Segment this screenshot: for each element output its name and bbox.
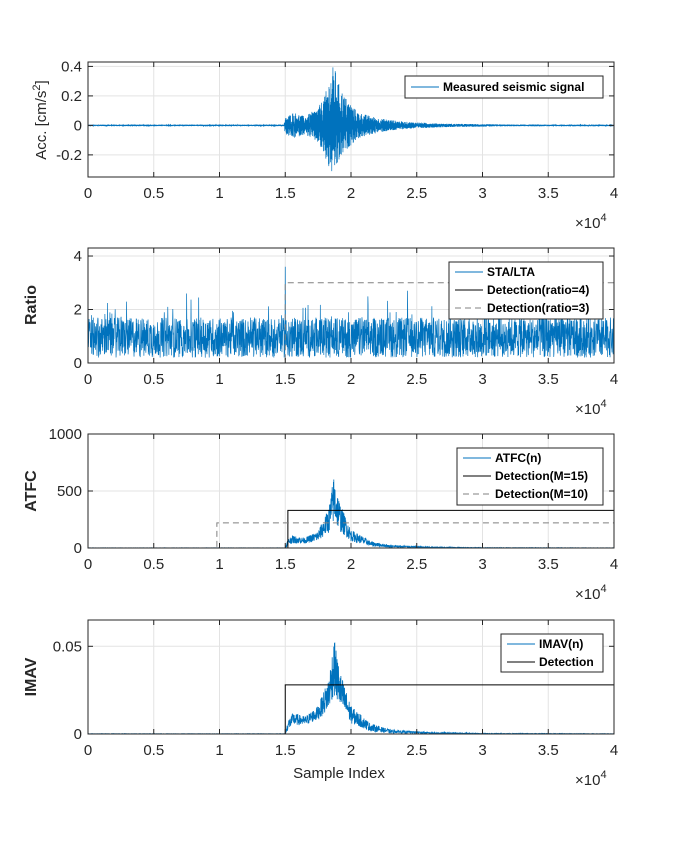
y-tick-label: 0.2 [61, 88, 82, 105]
x-tick-label: 0 [84, 742, 92, 759]
x-tick-label: 3 [478, 185, 486, 202]
x-tick-label: 2.5 [406, 742, 427, 759]
y-tick-label: 1000 [49, 426, 82, 443]
plot-series [88, 67, 614, 172]
legend-label: IMAV(n) [539, 637, 583, 651]
legend: STA/LTA Detection(ratio=4) Detection(ratio… [448, 261, 604, 320]
panel-1: 0 0.5 1 1.5 2 2.5 3 3.5 4 -0.2 0 0.2 0.4 ×104 Acc. [cm… [31, 58, 618, 232]
x-tick-label: 2.5 [406, 371, 427, 388]
x-tick-label: 0 [84, 371, 92, 388]
y-tick-label: 500 [57, 483, 82, 500]
x-tick-label: 2 [347, 185, 355, 202]
legend: IMAV(n) Detection [500, 633, 604, 673]
x-tick-label: 1 [215, 742, 223, 759]
x-axis-multiplier: ×104 [575, 769, 607, 789]
legend-label: Detection(M=15) [495, 469, 588, 483]
x-axis-multiplier: ×104 [575, 398, 607, 418]
x-axis-label: Sample Index [293, 765, 385, 782]
legend-box [404, 75, 604, 99]
x-tick-label: 1.5 [275, 371, 296, 388]
legend-label: Measured seismic signal [443, 80, 584, 94]
legend-label: Detection(M=10) [495, 487, 588, 501]
x-tick-label: 3.5 [538, 742, 559, 759]
x-tick-label: 3 [478, 371, 486, 388]
x-tick-label: 1 [215, 371, 223, 388]
legend-label: Detection [539, 655, 594, 669]
legend-label: Detection(ratio=4) [487, 283, 589, 297]
x-tick-label: 0.5 [143, 742, 164, 759]
x-tick-label: 3 [478, 742, 486, 759]
y-axis-label: Acc. [cm/s2] [31, 80, 50, 159]
y-tick-label: 4 [74, 248, 82, 265]
x-tick-label: 2.5 [406, 185, 427, 202]
x-tick-label: 0.5 [143, 185, 164, 202]
y-tick-label: 0.4 [61, 58, 82, 75]
x-tick-label: 3 [478, 556, 486, 573]
series-line-measured-seismic-signal [88, 67, 614, 172]
y-axis-label: Ratio [23, 285, 40, 325]
x-tick-label: 1 [215, 556, 223, 573]
x-tick-label: 4 [610, 742, 618, 759]
y-tick-label: -0.2 [56, 147, 82, 164]
x-tick-label: 1.5 [275, 185, 296, 202]
y-tick-label: 0 [74, 117, 82, 134]
series-line-detection [88, 684, 614, 734]
series-line-detection-m-10 [88, 522, 614, 548]
series-line-detection-m-15 [88, 509, 614, 548]
y-tick-label: 0 [74, 726, 82, 743]
x-axis-multiplier: ×104 [575, 212, 607, 232]
x-tick-label: 3.5 [538, 556, 559, 573]
x-tick-label: 0.5 [143, 371, 164, 388]
y-tick-label: 0 [74, 355, 82, 372]
x-tick-label: 1.5 [275, 556, 296, 573]
x-axis-multiplier: ×104 [575, 583, 607, 603]
x-tick-label: 4 [610, 185, 618, 202]
x-tick-label: 1 [215, 185, 223, 202]
x-tick-label: 2 [347, 371, 355, 388]
series-line-sta-lta [88, 266, 614, 358]
x-tick-label: 2 [347, 742, 355, 759]
panel-2: 0 0.5 1 1.5 2 2.5 3 3.5 4024×104RatioSTA/LTADete… [23, 247, 618, 418]
panel-4: 0 0.5 1 1.5 2 2.5 3 3.5 4 0 0.05 ×104 IMAV Sample Ind… [23, 619, 618, 789]
legend-label: STA/LTA [487, 265, 535, 279]
legend: Measured seismic signal [404, 75, 604, 99]
x-tick-label: 3.5 [538, 371, 559, 388]
y-axis-label: IMAV [23, 657, 40, 696]
x-tick-label: 3.5 [538, 185, 559, 202]
x-tick-label: 4 [610, 371, 618, 388]
panel-3: 0 0.5 1 1.5 2 2.5 3 3.5 4 0 500 1000 ×104 ATFC ATFC(n)… [23, 426, 618, 603]
x-tick-label: 0 [84, 185, 92, 202]
x-tick-label: 4 [610, 556, 618, 573]
legend-box [500, 633, 604, 673]
y-tick-label: 2 [74, 302, 82, 319]
legend: ATFC(n) Detection(M=15) Detection(M=10) [456, 447, 604, 506]
legend-label: ATFC(n) [495, 451, 541, 465]
x-tick-label: 2.5 [406, 556, 427, 573]
x-tick-label: 0 [84, 556, 92, 573]
y-tick-label: 0.05 [53, 638, 82, 655]
x-tick-label: 0.5 [143, 556, 164, 573]
y-axis-label: ATFC [23, 470, 40, 512]
legend-label: Detection(ratio=3) [487, 301, 589, 315]
y-tick-label: 0 [74, 540, 82, 557]
x-tick-label: 2 [347, 556, 355, 573]
x-tick-label: 1.5 [275, 742, 296, 759]
